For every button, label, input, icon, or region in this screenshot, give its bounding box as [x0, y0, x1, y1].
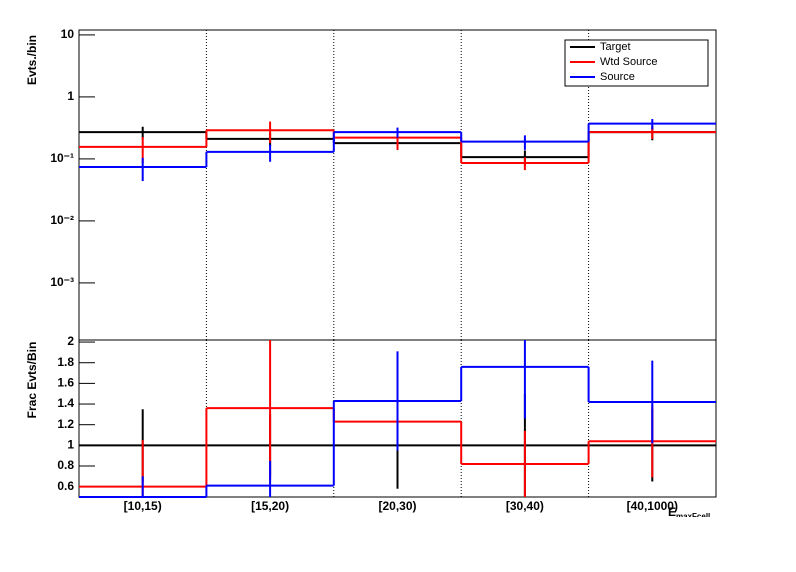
- y-tick-label: 1.8: [57, 355, 74, 369]
- plot-frame: [78, 339, 717, 498]
- x-axis-label: EmaxFcell: [668, 505, 710, 521]
- y-tick-label: 10⁻³: [50, 275, 74, 289]
- y-tick-label: 1.6: [57, 376, 74, 390]
- y-tick-label: 2: [67, 334, 74, 348]
- y-tick-label: 1: [67, 438, 74, 452]
- x-axis-label-main: E: [668, 505, 676, 519]
- y-tick-label: 0.8: [57, 458, 74, 472]
- x-tick-label: [20,30): [378, 499, 416, 513]
- y-tick-label: 1: [67, 89, 74, 103]
- y-axis-label: Evts./bin: [25, 35, 39, 85]
- x-axis-label-sub: maxFcell: [676, 512, 710, 521]
- legend-label: Target: [600, 41, 631, 53]
- legend-label: Wtd Source: [600, 56, 657, 68]
- y-tick-label: 1.4: [57, 396, 74, 410]
- y-tick-label: 10⁻²: [50, 213, 74, 227]
- x-tick-label: [30,40): [506, 499, 544, 513]
- x-tick-label: [10,15): [124, 499, 162, 513]
- legend-label: Source: [600, 71, 635, 83]
- x-tick-label: [40,1000): [627, 499, 678, 513]
- y-axis-label: Frac Evts/Bin: [25, 342, 39, 419]
- y-tick-label: 10⁻¹: [50, 151, 74, 165]
- y-tick-label: 1.2: [57, 417, 74, 431]
- y-tick-label: 10: [61, 27, 75, 41]
- x-tick-label: [15,20): [251, 499, 289, 513]
- y-tick-label: 0.6: [57, 479, 74, 493]
